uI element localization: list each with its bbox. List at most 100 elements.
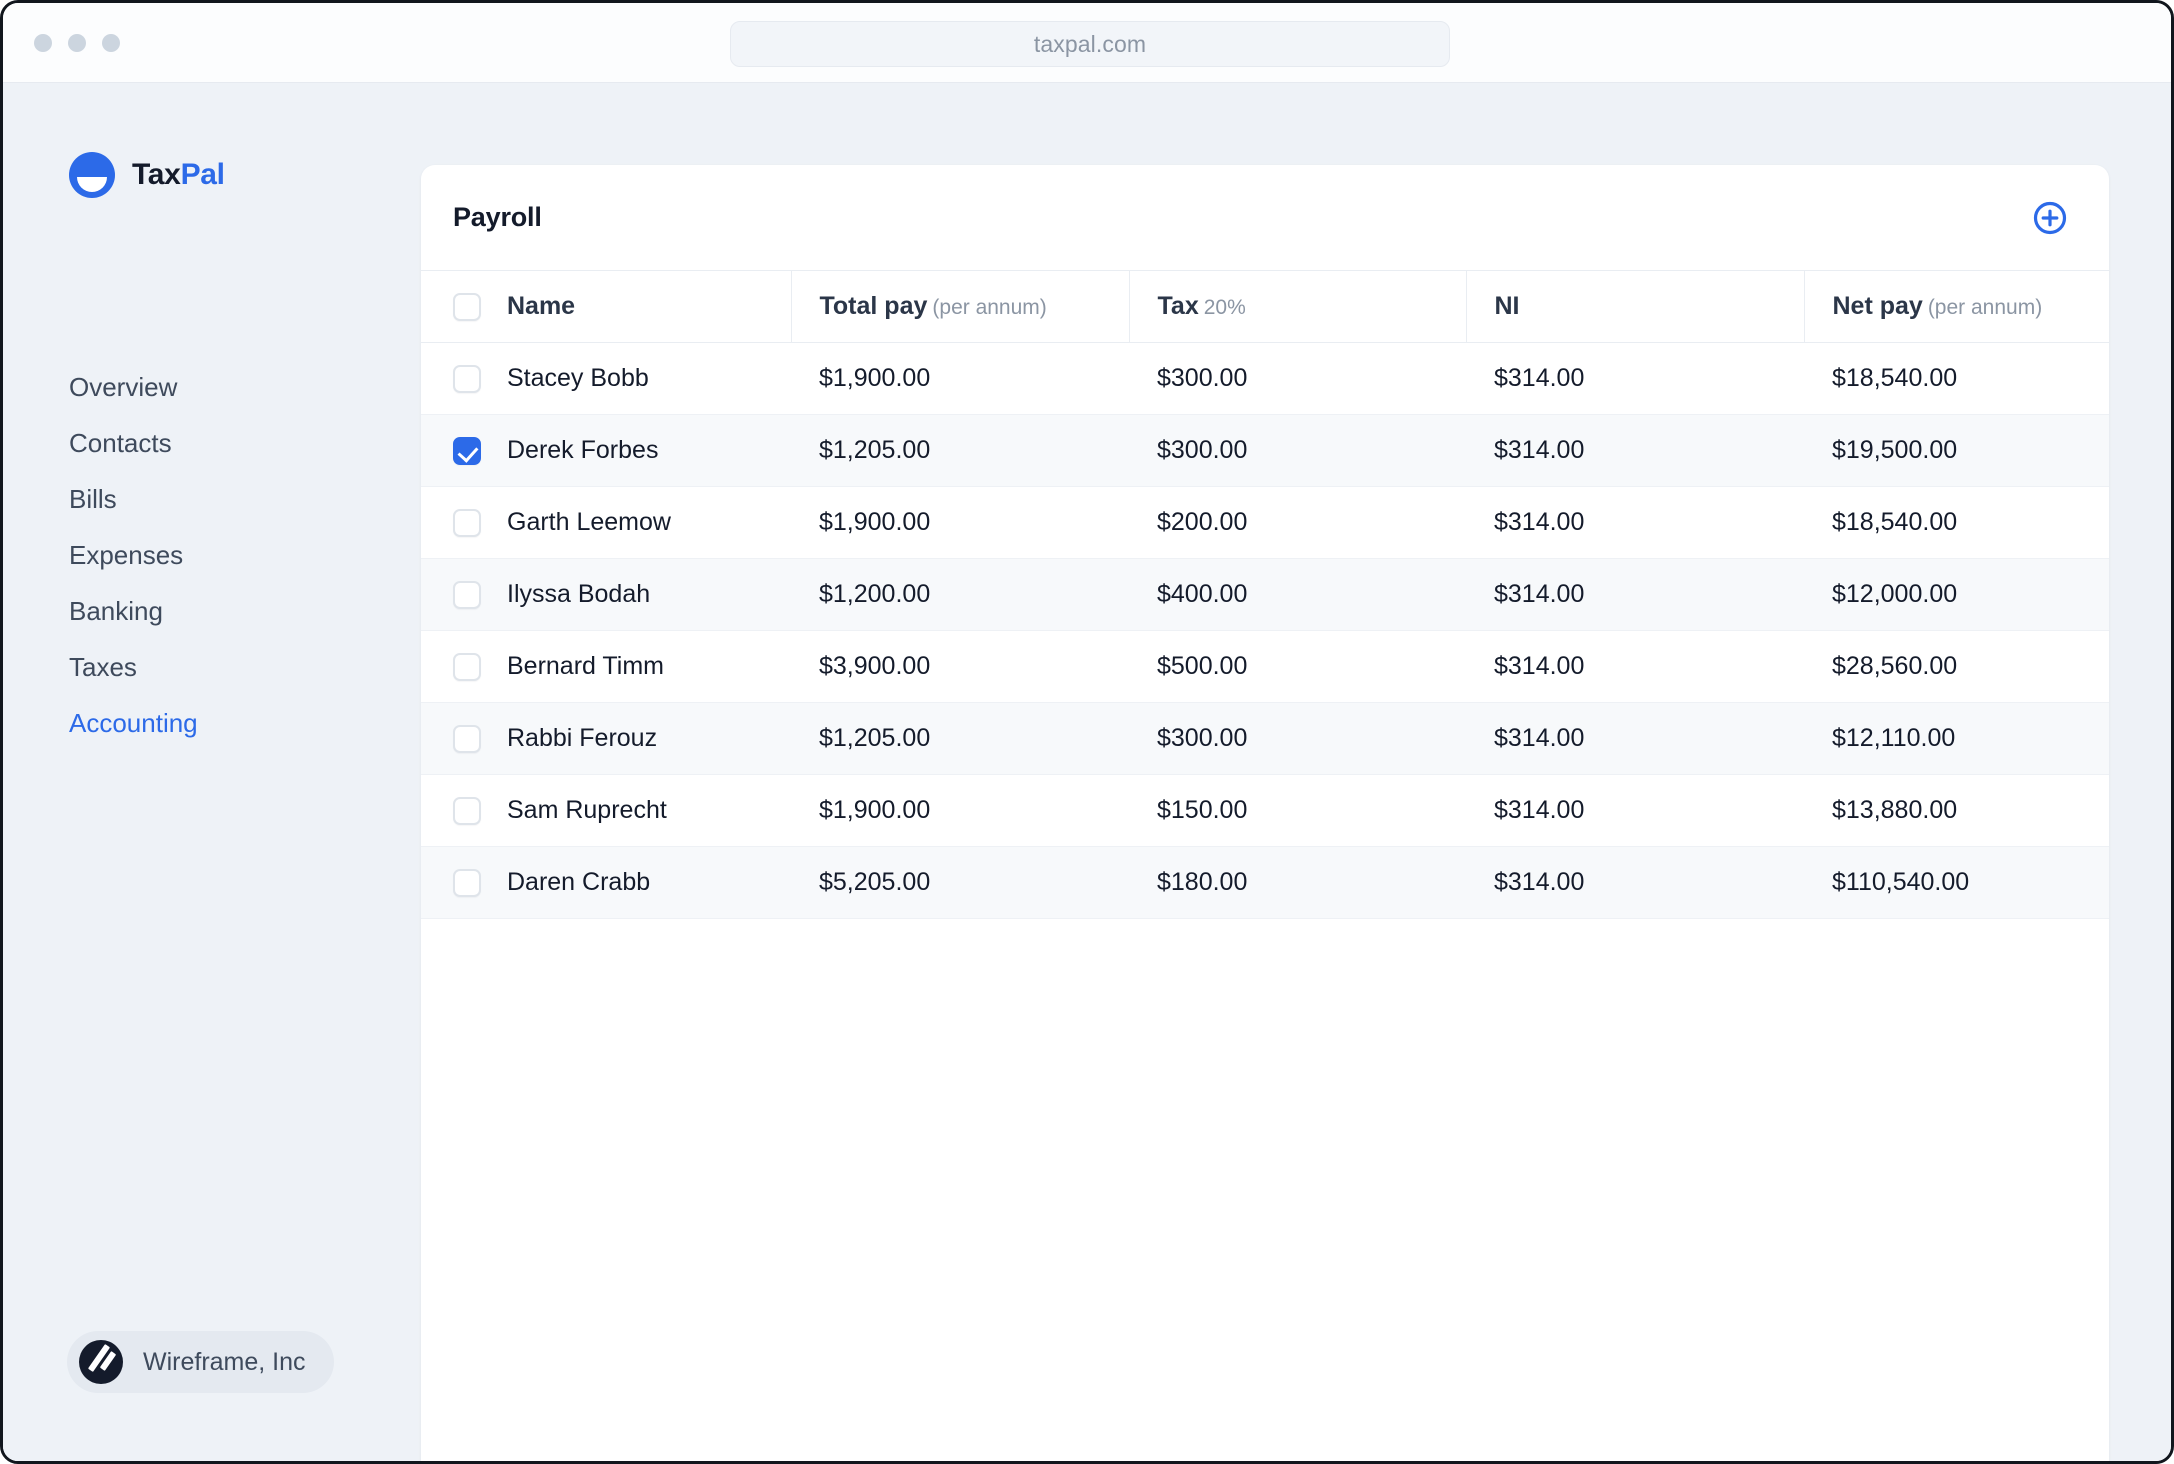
- cell-name: Stacey Bobb: [421, 342, 791, 415]
- column-header-name-label: Name: [507, 292, 576, 320]
- sidebar-item-contacts[interactable]: Contacts: [69, 428, 172, 458]
- close-dot[interactable]: [34, 33, 52, 52]
- table-row[interactable]: Daren Crabb $5,205.00 $180.00 $314.00 $1…: [421, 846, 2109, 919]
- cell-net-pay: $18,540.00: [1804, 486, 2109, 559]
- cell-tax: $500.00: [1129, 630, 1466, 703]
- cell-net-pay: $12,110.00: [1804, 702, 2109, 775]
- select-all-checkbox[interactable]: [453, 292, 481, 321]
- sidebar-nav: Overview Contacts Bills Expenses Banking…: [69, 359, 198, 751]
- cell-total-pay: $3,900.00: [791, 630, 1129, 703]
- cell-net-pay: $13,880.00: [1804, 774, 2109, 847]
- table-row[interactable]: Derek Forbes $1,205.00 $300.00 $314.00 $…: [421, 414, 2109, 487]
- table-row[interactable]: Garth Leemow $1,900.00 $200.00 $314.00 $…: [421, 486, 2109, 559]
- cell-total-pay: $1,205.00: [791, 702, 1129, 775]
- cell-tax: $400.00: [1129, 558, 1466, 631]
- cell-name: Daren Crabb: [421, 846, 791, 919]
- row-name: Derek Forbes: [507, 436, 659, 464]
- row-name: Stacey Bobb: [507, 364, 649, 392]
- payroll-table-body: Stacey Bobb $1,900.00 $300.00 $314.00 $1…: [421, 342, 2109, 919]
- cell-net-pay: $19,500.00: [1804, 414, 2109, 487]
- table-header-row: Name Total pay (per annum) Tax 20% NI Net …: [421, 270, 2109, 343]
- brand[interactable]: TaxPal: [69, 152, 225, 198]
- brand-name-accent: Pal: [180, 158, 225, 191]
- sidebar-item-overview[interactable]: Overview: [69, 372, 178, 402]
- column-header-total-pay[interactable]: Total pay (per annum): [790, 270, 1129, 343]
- column-header-tax-sub: 20%: [1203, 296, 1246, 319]
- table-row[interactable]: Sam Ruprecht $1,900.00 $150.00 $314.00 $…: [421, 774, 2109, 847]
- cell-ni: $314.00: [1466, 414, 1804, 487]
- payroll-table: Name Total pay (per annum) Tax 20% NI Net …: [421, 270, 2109, 919]
- cell-ni: $314.00: [1466, 630, 1804, 703]
- payroll-card-header: Payroll: [421, 165, 2109, 270]
- org-badge[interactable]: Wireframe, Inc: [67, 1331, 334, 1393]
- column-header-net-pay[interactable]: Net pay (per annum): [1803, 270, 2109, 343]
- column-header-total-pay-label: Total pay: [819, 292, 928, 320]
- table-row[interactable]: Ilyssa Bodah $1,200.00 $400.00 $314.00 $…: [421, 558, 2109, 631]
- cell-net-pay: $12,000.00: [1804, 558, 2109, 631]
- plus-circle-icon[interactable]: [2033, 201, 2067, 235]
- column-header-ni-label: NI: [1494, 292, 1520, 320]
- cell-name: Ilyssa Bodah: [421, 558, 791, 631]
- brand-name-dark: Tax: [132, 158, 181, 191]
- cell-tax: $300.00: [1129, 702, 1466, 775]
- cell-name: Derek Forbes: [421, 414, 791, 487]
- row-checkbox[interactable]: [453, 580, 481, 609]
- row-checkbox[interactable]: [453, 364, 481, 393]
- cell-total-pay: $1,205.00: [791, 414, 1129, 487]
- row-name: Ilyssa Bodah: [507, 580, 651, 608]
- app-body: TaxPal Overview Contacts Bills Expenses …: [3, 84, 2171, 1461]
- sidebar-item-banking[interactable]: Banking: [69, 596, 163, 626]
- column-header-net-pay-sub: (per annum): [1927, 296, 2043, 319]
- cell-ni: $314.00: [1466, 558, 1804, 631]
- row-checkbox[interactable]: [453, 652, 481, 681]
- address-bar-text: taxpal.com: [1033, 30, 1147, 57]
- column-header-name: Name: [421, 270, 791, 343]
- payroll-card: Payroll N: [421, 165, 2109, 1461]
- minimize-dot[interactable]: [68, 33, 86, 52]
- column-header-total-pay-sub: (per annum): [932, 296, 1047, 319]
- cell-tax: $300.00: [1129, 414, 1466, 487]
- cell-total-pay: $1,900.00: [791, 774, 1129, 847]
- column-header-tax-label: Tax: [1157, 292, 1199, 320]
- cell-ni: $314.00: [1466, 486, 1804, 559]
- table-row[interactable]: Stacey Bobb $1,900.00 $300.00 $314.00 $1…: [421, 342, 2109, 415]
- cell-total-pay: $1,900.00: [791, 342, 1129, 415]
- table-row[interactable]: Bernard Timm $3,900.00 $500.00 $314.00 $…: [421, 630, 2109, 703]
- row-name: Daren Crabb: [507, 868, 651, 896]
- row-checkbox[interactable]: [453, 436, 481, 465]
- cell-net-pay: $18,540.00: [1804, 342, 2109, 415]
- column-header-tax[interactable]: Tax 20%: [1128, 270, 1466, 343]
- cell-total-pay: $5,205.00: [791, 846, 1129, 919]
- row-name: Garth Leemow: [507, 508, 671, 536]
- taxpal-logo-icon: [69, 152, 115, 198]
- address-bar[interactable]: taxpal.com: [730, 21, 1450, 67]
- maximize-dot[interactable]: [102, 33, 120, 52]
- sidebar-item-accounting[interactable]: Accounting: [69, 708, 198, 738]
- cell-ni: $314.00: [1466, 846, 1804, 919]
- sidebar-item-expenses[interactable]: Expenses: [69, 540, 184, 570]
- row-checkbox[interactable]: [453, 868, 481, 897]
- cell-ni: $314.00: [1466, 774, 1804, 847]
- window-controls: [34, 33, 120, 52]
- row-name: Bernard Timm: [507, 652, 664, 680]
- cell-tax: $150.00: [1129, 774, 1466, 847]
- sidebar-item-taxes[interactable]: Taxes: [69, 652, 137, 682]
- brand-name: TaxPal: [132, 158, 225, 192]
- column-header-ni[interactable]: NI: [1465, 270, 1804, 343]
- browser-titlebar: taxpal.com: [3, 3, 2171, 83]
- row-name: Sam Ruprecht: [507, 796, 667, 824]
- cell-name: Sam Ruprecht: [421, 774, 791, 847]
- wireframe-logo-icon: [79, 1340, 123, 1384]
- cell-tax: $300.00: [1129, 342, 1466, 415]
- cell-net-pay: $110,540.00: [1804, 846, 2109, 919]
- row-checkbox[interactable]: [453, 508, 481, 537]
- cell-net-pay: $28,560.00: [1804, 630, 2109, 703]
- sidebar-item-bills[interactable]: Bills: [69, 484, 117, 514]
- payroll-table-head: Name Total pay (per annum) Tax 20% NI Net …: [421, 270, 2109, 343]
- row-checkbox[interactable]: [453, 724, 481, 753]
- cell-ni: $314.00: [1466, 342, 1804, 415]
- row-checkbox[interactable]: [453, 796, 481, 825]
- table-row[interactable]: Rabbi Ferouz $1,205.00 $300.00 $314.00 $…: [421, 702, 2109, 775]
- column-header-net-pay-label: Net pay: [1832, 292, 1923, 320]
